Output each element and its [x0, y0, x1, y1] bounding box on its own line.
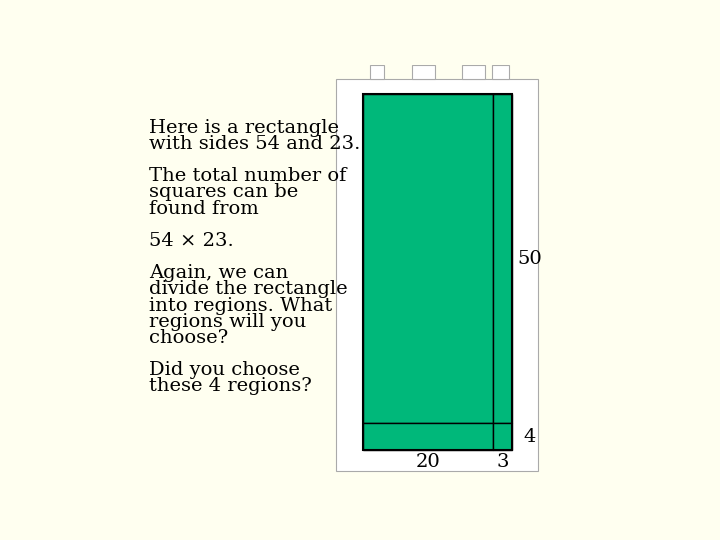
- Bar: [370, 65, 384, 79]
- Text: these 4 regions?: these 4 regions?: [149, 377, 312, 395]
- Bar: [336, 79, 538, 471]
- Bar: [492, 65, 509, 79]
- Bar: [412, 65, 435, 79]
- Bar: [363, 423, 493, 450]
- Text: 50: 50: [517, 250, 541, 268]
- Text: choose?: choose?: [149, 329, 228, 347]
- Text: squares can be: squares can be: [149, 184, 298, 201]
- Text: 4: 4: [523, 428, 536, 445]
- Text: 20: 20: [415, 453, 440, 471]
- Text: Did you choose: Did you choose: [149, 361, 300, 379]
- Bar: [462, 65, 485, 79]
- Text: Here is a rectangle: Here is a rectangle: [149, 119, 339, 137]
- Text: found from: found from: [149, 200, 258, 218]
- Bar: [493, 423, 513, 450]
- Text: 3: 3: [496, 453, 509, 471]
- Bar: [363, 94, 513, 450]
- Text: The total number of: The total number of: [149, 167, 346, 185]
- Bar: [493, 94, 513, 423]
- Text: with sides 54 and 23.: with sides 54 and 23.: [149, 135, 360, 153]
- Text: divide the rectangle: divide the rectangle: [149, 280, 348, 299]
- Text: Again, we can: Again, we can: [149, 264, 288, 282]
- Text: regions will you: regions will you: [149, 313, 306, 330]
- Bar: [363, 94, 493, 423]
- Text: 54 × 23.: 54 × 23.: [149, 232, 234, 250]
- Text: into regions. What: into regions. What: [149, 296, 332, 315]
